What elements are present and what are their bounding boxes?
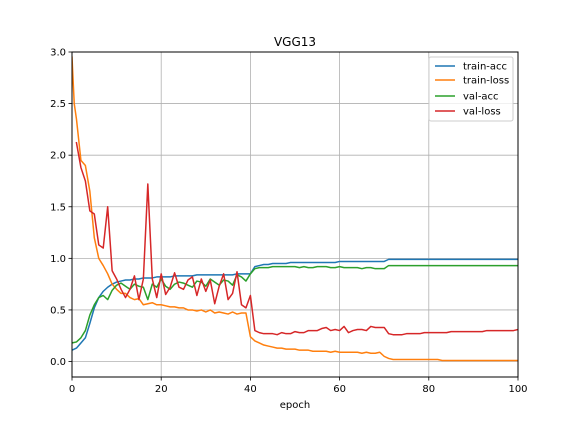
- y-axis-ticks: 0.0 0.5 1.0 1.5 2.0 2.5 3.0: [50, 48, 72, 368]
- y-tick-label: 0.5: [50, 305, 66, 316]
- series-line-val-acc: [72, 264, 518, 344]
- legend-label-val-loss: val-loss: [463, 107, 501, 118]
- legend-label-val-acc: val-acc: [463, 92, 499, 103]
- y-tick-label: 2.5: [50, 99, 66, 110]
- x-tick-label: 60: [333, 384, 346, 395]
- legend: train-acc train-loss val-acc val-loss: [428, 56, 514, 122]
- series-line-val-loss: [75, 141, 518, 336]
- series-line-train-acc: [72, 258, 518, 351]
- series-line-train-loss: [72, 56, 518, 362]
- chart-title: VGG13: [274, 35, 316, 49]
- legend-label-train-loss: train-loss: [463, 76, 509, 87]
- data-series: [72, 56, 518, 362]
- legend-box: [428, 56, 514, 122]
- x-tick-label: 80: [422, 384, 435, 395]
- plot-area-frame: [71, 51, 519, 378]
- x-axis-label: epoch: [280, 400, 310, 411]
- y-tick-label: 3.0: [50, 48, 66, 59]
- x-axis-ticks: 0 20 40 60 80 100: [69, 377, 528, 395]
- x-tick-label: 40: [244, 384, 257, 395]
- x-tick-label: 20: [155, 384, 168, 395]
- y-tick-label: 0.0: [50, 357, 66, 368]
- y-tick-label: 1.0: [50, 254, 66, 265]
- y-tick-label: 2.0: [50, 151, 66, 162]
- legend-label-train-acc: train-acc: [463, 62, 507, 73]
- grid-lines: [71, 51, 519, 377]
- y-tick-label: 1.5: [50, 202, 66, 213]
- x-tick-label: 0: [69, 384, 75, 395]
- x-tick-label: 100: [508, 384, 527, 395]
